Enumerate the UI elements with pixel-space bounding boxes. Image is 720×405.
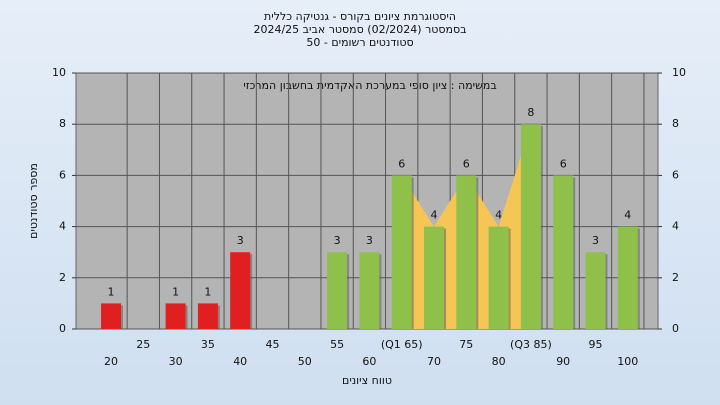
bar bbox=[424, 226, 444, 329]
bar bbox=[327, 252, 348, 329]
bar bbox=[617, 226, 638, 329]
x-tick-label: 70 bbox=[427, 355, 441, 368]
x-tick-label: (Q3 85) bbox=[510, 338, 552, 351]
x-tick-label: 95 bbox=[589, 338, 603, 351]
bar bbox=[230, 252, 251, 329]
value-label: 3 bbox=[237, 234, 244, 247]
x-tick-label: 45 bbox=[266, 338, 280, 351]
y2-tick-label: 10 bbox=[672, 66, 686, 79]
y2-tick-label: 2 bbox=[672, 271, 679, 284]
value-label: 4 bbox=[624, 209, 631, 222]
x-tick-label: 80 bbox=[492, 355, 506, 368]
title-line: בסמסטר (02/2024) סמסטר אביב 2024/25 bbox=[253, 23, 466, 36]
x-tick-label: 50 bbox=[298, 355, 312, 368]
x-tick-label: 90 bbox=[556, 355, 570, 368]
x-tick-label: 35 bbox=[201, 338, 215, 351]
y2-tick-label: 4 bbox=[672, 220, 679, 233]
y-tick-label: 6 bbox=[59, 168, 66, 181]
value-label: 6 bbox=[560, 157, 567, 170]
value-label: 6 bbox=[398, 157, 405, 170]
x-axis-label: טווח ציונים bbox=[342, 374, 392, 387]
x-tick-label: 100 bbox=[617, 355, 638, 368]
annotation: במשימה : ציון סופי במערכת האקדמית בחשבון… bbox=[243, 79, 497, 92]
x-tick-label: 60 bbox=[362, 355, 376, 368]
value-label: 4 bbox=[495, 209, 502, 222]
value-label: 1 bbox=[204, 285, 211, 298]
value-label: 6 bbox=[463, 157, 470, 170]
value-label: 3 bbox=[366, 234, 373, 247]
y-tick-label: 0 bbox=[59, 322, 66, 335]
x-tick-label: 40 bbox=[233, 355, 247, 368]
y2-tick-label: 6 bbox=[672, 168, 679, 181]
x-tick-label: 25 bbox=[136, 338, 150, 351]
y-tick-label: 8 bbox=[59, 117, 66, 130]
bar bbox=[585, 252, 606, 329]
value-label: 4 bbox=[431, 209, 438, 222]
title-line: סטודנטים רשומים - 50 bbox=[306, 36, 413, 49]
bar bbox=[101, 303, 121, 329]
bar bbox=[456, 175, 477, 329]
x-tick-label: 20 bbox=[104, 355, 118, 368]
y2-tick-label: 8 bbox=[672, 117, 679, 130]
x-tick-label: 30 bbox=[169, 355, 183, 368]
title-line: היסטוגרמת ציונים בקורס - גנטיקה כללית bbox=[264, 10, 456, 23]
y-tick-label: 2 bbox=[59, 271, 66, 284]
y-tick-label: 10 bbox=[52, 66, 66, 79]
value-label: 3 bbox=[334, 234, 341, 247]
x-tick-label: 75 bbox=[459, 338, 473, 351]
bar bbox=[488, 226, 509, 329]
bar bbox=[520, 124, 541, 329]
y-axis-label: מספר סטודנטים bbox=[27, 163, 40, 239]
value-label: 3 bbox=[592, 234, 599, 247]
bar bbox=[553, 175, 574, 329]
x-tick-label: (Q1 65) bbox=[381, 338, 423, 351]
bar bbox=[165, 303, 186, 329]
bar bbox=[197, 303, 218, 329]
value-label: 1 bbox=[108, 285, 115, 298]
value-label: 1 bbox=[172, 285, 179, 298]
x-tick-label: 55 bbox=[330, 338, 344, 351]
y-tick-label: 4 bbox=[59, 220, 66, 233]
y2-tick-label: 0 bbox=[672, 322, 679, 335]
value-label: 8 bbox=[527, 106, 534, 119]
bar bbox=[391, 175, 412, 329]
bar bbox=[359, 252, 380, 329]
